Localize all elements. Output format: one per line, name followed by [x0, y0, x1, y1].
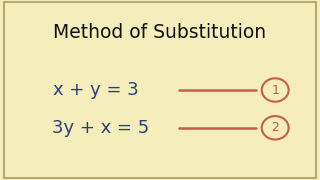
Text: 2: 2	[271, 121, 279, 134]
Text: x + y = 3: x + y = 3	[53, 81, 139, 99]
Text: Method of Substitution: Method of Substitution	[53, 23, 267, 42]
Text: 3y + x = 5: 3y + x = 5	[52, 119, 149, 137]
Text: 1: 1	[271, 84, 279, 96]
